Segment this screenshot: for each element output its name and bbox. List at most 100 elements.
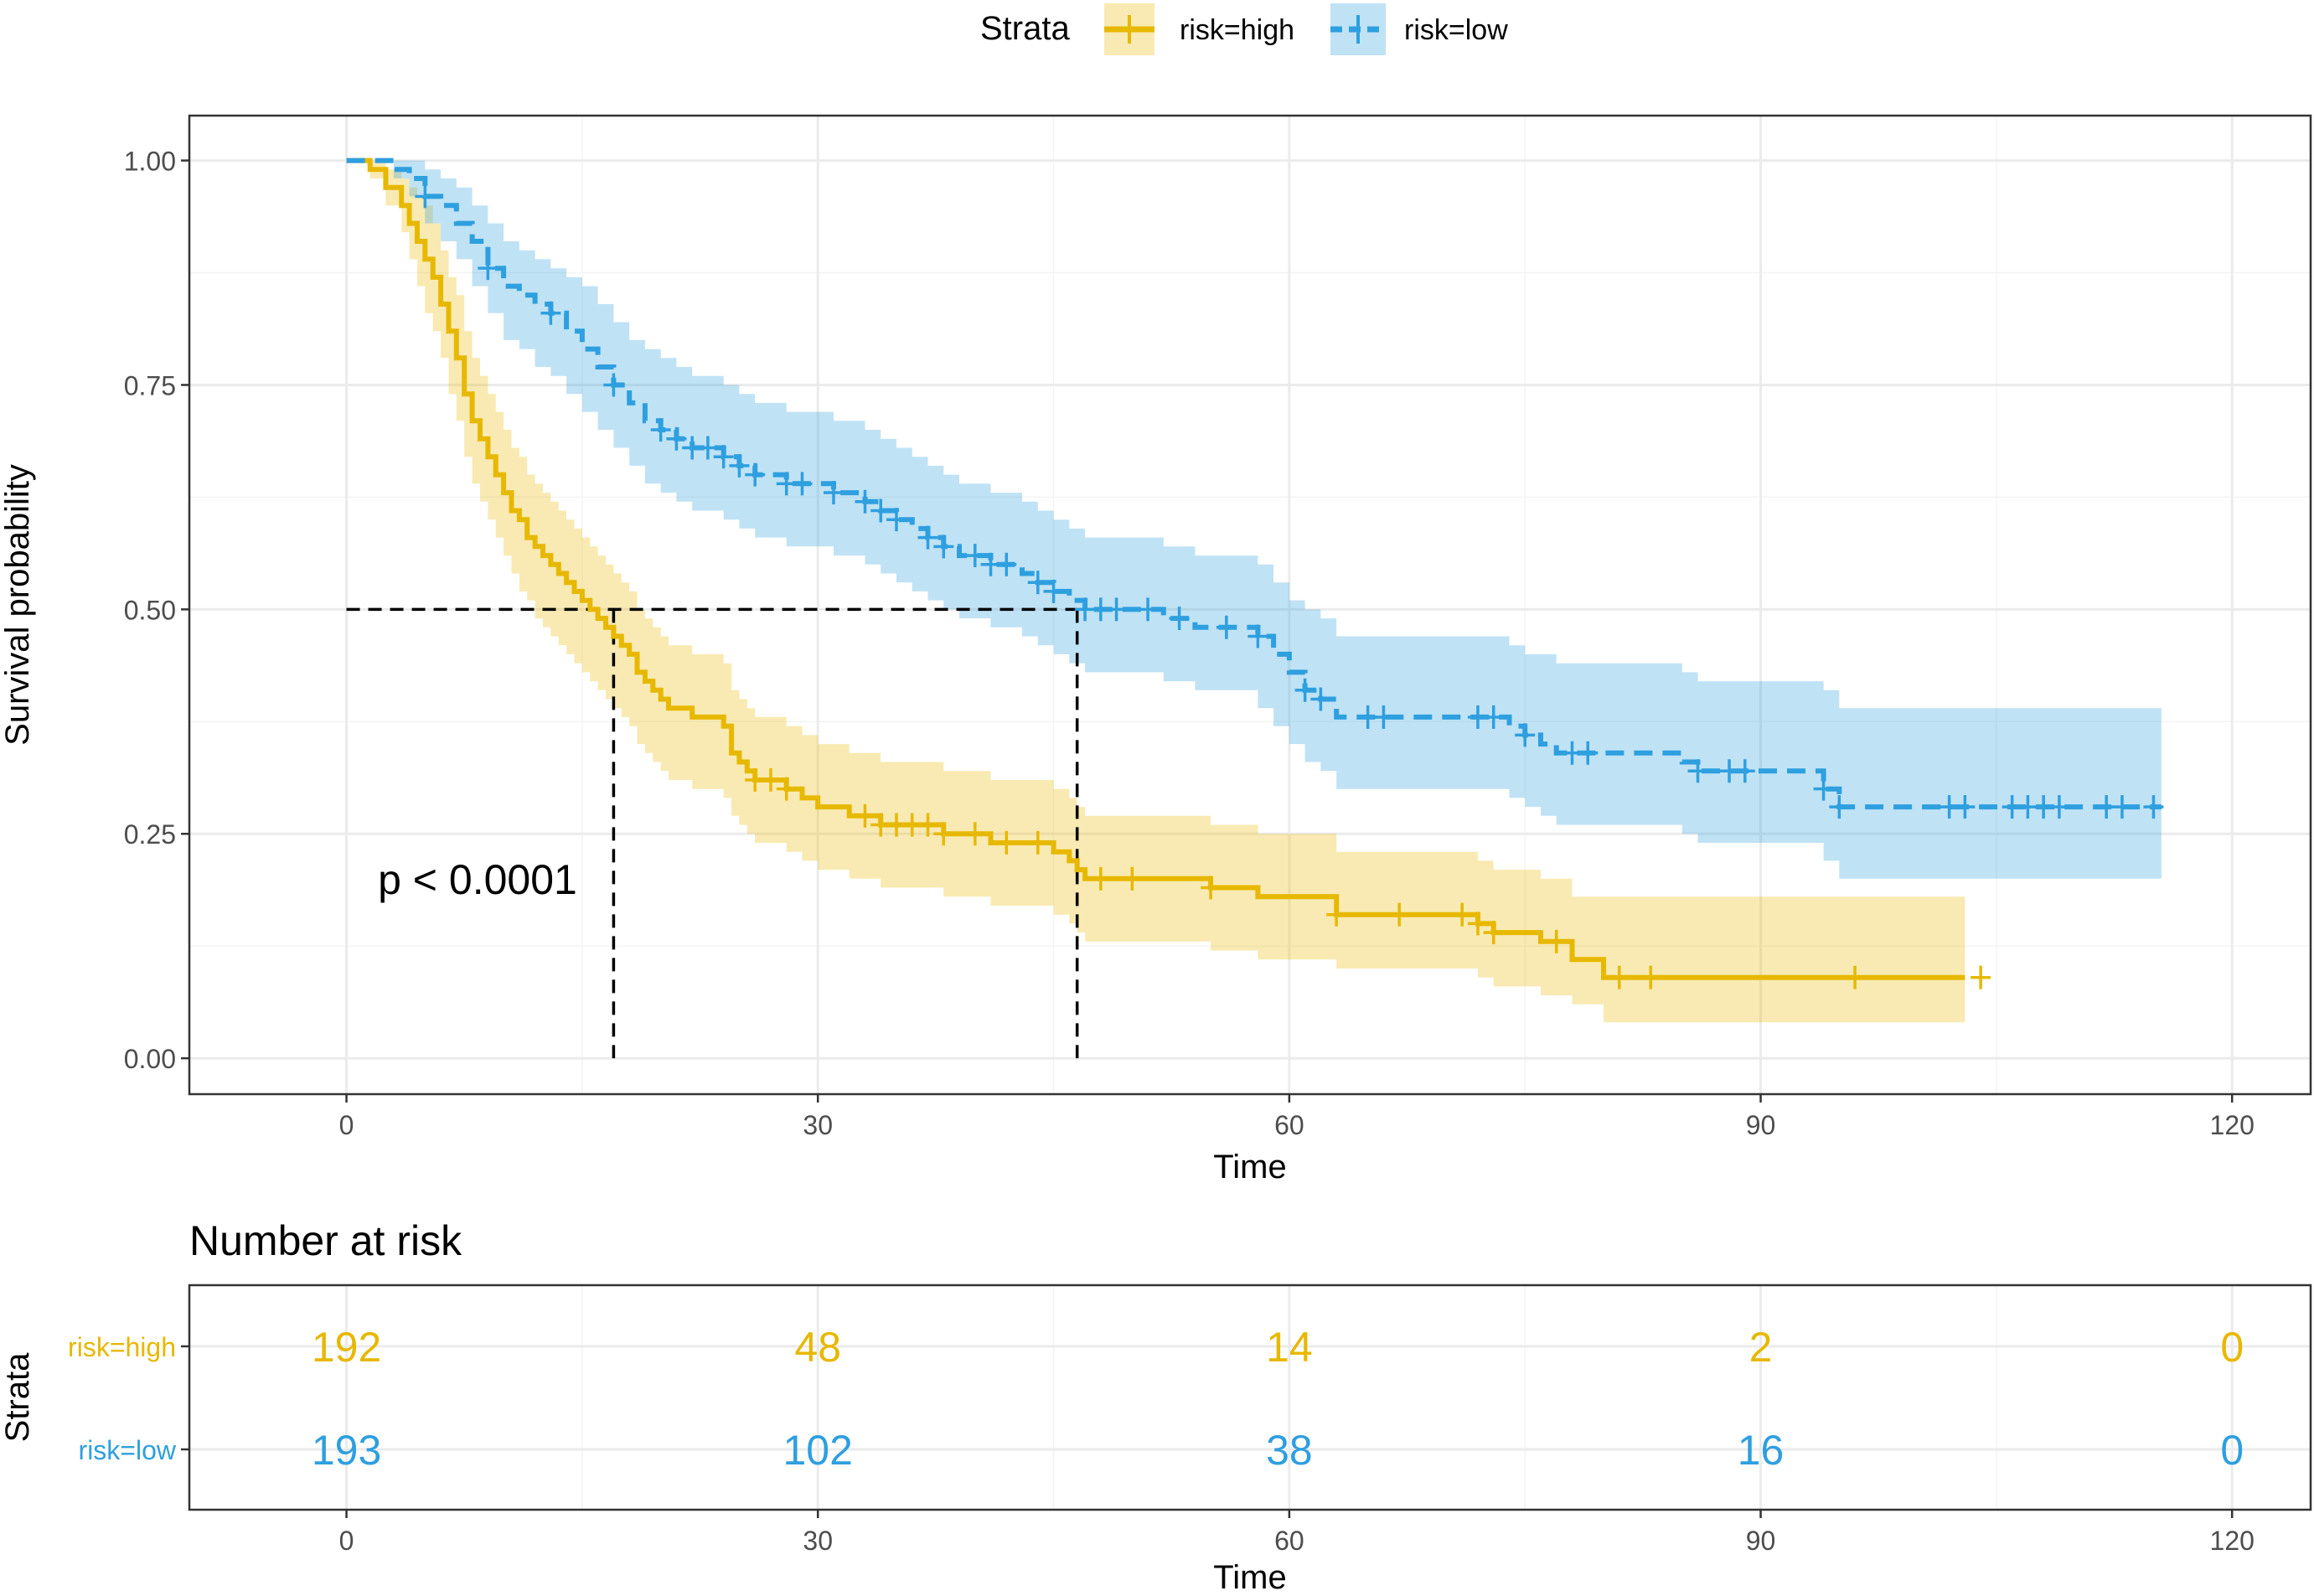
censor-mark-high: [996, 830, 1017, 855]
risk-table-panel-border: [188, 1284, 2312, 1511]
y-tick-label: 1.00: [124, 147, 176, 177]
censor-mark-low: [745, 462, 766, 487]
censor-mark-low: [1373, 705, 1394, 729]
legend-key-high: [1104, 3, 1154, 55]
censor-mark-low: [1043, 579, 1064, 603]
censor-mark-low: [540, 301, 561, 325]
risk-count-high: 0: [2220, 1324, 2244, 1371]
censor-mark-low: [729, 453, 750, 478]
y-axis: 0.00 0.25 0.50 0.75 1.00: [124, 147, 189, 1074]
censor-mark-low: [2111, 795, 2132, 819]
y-tick-label: 0.50: [124, 595, 176, 625]
censor-mark-high: [917, 813, 938, 837]
y-axis-title: Survival probability: [0, 464, 36, 746]
x-tick-label: 90: [1746, 1110, 1776, 1140]
censor-mark-high: [1467, 912, 1488, 936]
risk-x-tick-label: 60: [1274, 1526, 1304, 1556]
plot-panel-background: [189, 116, 2311, 1094]
censor-mark-low: [1027, 571, 1048, 595]
y-tick-label: 0.25: [124, 819, 176, 850]
censor-mark-low: [855, 489, 875, 514]
risk-count-low: 16: [1738, 1427, 1785, 1474]
censor-mark-low: [1813, 777, 1834, 801]
legend-title: Strata: [980, 10, 1070, 47]
censor-mark-high: [760, 767, 781, 792]
censor-mark-low: [823, 481, 844, 505]
censor-marks: [415, 184, 2164, 989]
risk-count-high: 2: [1749, 1324, 1773, 1371]
confidence-band-low: [346, 160, 2162, 879]
risk-count-low: 102: [783, 1427, 853, 1474]
censor-mark-low: [713, 445, 734, 469]
risk-count-low: 38: [1266, 1427, 1313, 1474]
censor-mark-low: [650, 418, 671, 442]
censor-mark-low: [1578, 741, 1599, 765]
x-axis-title: Time: [1213, 1149, 1286, 1185]
risk-x-tick-label: 0: [339, 1526, 354, 1556]
censor-mark-low: [792, 472, 813, 496]
risk-table-x-axis: 0 30 60 90 120: [339, 1510, 2255, 1556]
risk-count-high: 192: [312, 1324, 381, 1371]
censor-mark-low: [2048, 795, 2069, 819]
legend-label-low: risk=low: [1404, 14, 1508, 46]
censor-mark-low: [933, 535, 954, 559]
censor-mark-high: [1389, 902, 1410, 927]
censor-mark-high: [1546, 929, 1567, 953]
censor-mark-high: [1971, 965, 1991, 989]
censor-mark-low: [666, 426, 687, 451]
risk-table-x-axis-title: Time: [1213, 1559, 1286, 1596]
km-gridlines: [189, 116, 2311, 1094]
censor-mark-low: [1734, 759, 1755, 783]
y-tick-label: 0.75: [124, 370, 176, 400]
risk-count-low: 0: [2220, 1427, 2244, 1474]
censor-mark-high: [1326, 902, 1347, 927]
censor-mark-low: [1138, 597, 1159, 622]
censor-mark-low: [1483, 705, 1504, 729]
confidence-bands: [346, 160, 2162, 1023]
censor-mark-high: [1640, 965, 1661, 989]
censor-mark-low: [415, 184, 436, 209]
survival-curve-low: [346, 158, 2162, 810]
legend-key-low: [1330, 3, 1386, 55]
confidence-band-high: [346, 160, 1965, 1023]
risk-row-label-high: risk=high: [68, 1332, 176, 1362]
censor-mark-low: [2143, 795, 2164, 819]
censor-mark-high: [855, 803, 875, 828]
y-tick-label: 0.00: [124, 1044, 176, 1074]
censor-mark-low: [917, 525, 938, 550]
censor-mark-high: [776, 777, 797, 801]
survival-plot: p < 0.0001 0.00 0.25 0.50 0.75 1.00 0 30 60 90 1…: [0, 114, 2312, 1185]
risk-x-tick-label: 120: [2210, 1526, 2255, 1556]
censor-mark-low: [1687, 759, 1708, 783]
censor-mark-high: [1609, 965, 1630, 989]
censor-mark-high: [1090, 866, 1111, 891]
risk-table-cells: 192 48 14 2 0 193 102 38 16 0: [312, 1324, 2244, 1474]
censor-mark-low: [1829, 795, 1850, 819]
x-tick-label: 0: [339, 1110, 354, 1140]
censor-mark-low: [1294, 678, 1315, 702]
censor-mark-low: [886, 508, 906, 532]
risk-table-y-axis: risk=high risk=low: [68, 1332, 189, 1465]
censor-mark-low: [1216, 615, 1237, 639]
censor-mark-low: [1169, 607, 1190, 631]
censor-mark-low: [1310, 687, 1331, 711]
censor-mark-low: [870, 498, 891, 523]
risk-count-high: 48: [794, 1324, 841, 1371]
censor-mark-low: [1515, 723, 1536, 747]
censor-mark-low: [697, 436, 718, 460]
censor-mark-low: [1955, 795, 1976, 819]
censor-mark-high: [1027, 830, 1048, 855]
censor-mark-high: [933, 822, 954, 846]
risk-table-panel-background: [189, 1285, 2311, 1510]
risk-table-title: Number at risk: [189, 1217, 462, 1264]
censor-mark-low: [603, 373, 624, 397]
censor-mark-high: [1483, 921, 1504, 945]
risk-count-high: 14: [1266, 1324, 1313, 1371]
risk-table-y-axis-title: Strata: [0, 1352, 36, 1442]
x-tick-label: 60: [1274, 1110, 1304, 1140]
p-value-annotation: p < 0.0001: [378, 856, 577, 903]
risk-table-gridlines: [189, 1285, 2311, 1510]
legend: Strata risk=high risk=low: [980, 3, 1508, 55]
risk-x-tick-label: 30: [803, 1526, 833, 1556]
censor-mark-low: [1247, 624, 1268, 648]
